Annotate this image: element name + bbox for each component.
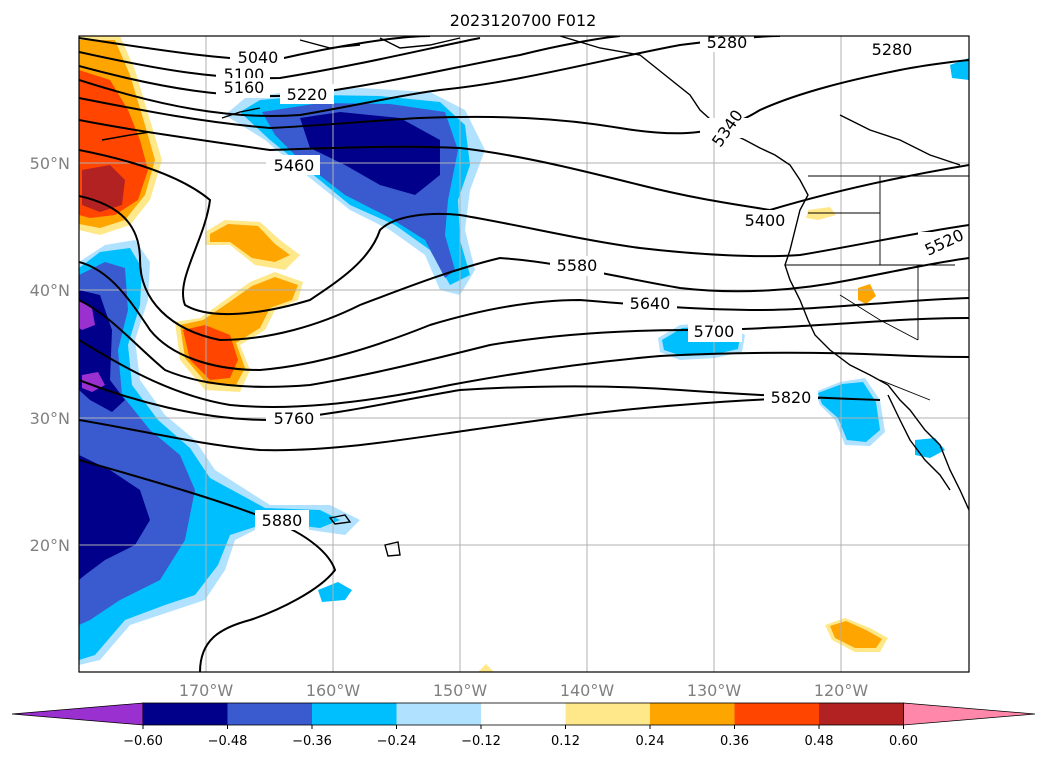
- positive-anomaly-region: [858, 284, 876, 304]
- lon-label: 150°W: [433, 681, 488, 700]
- positive-anomaly-region: [478, 664, 494, 672]
- contour-label: 5280: [872, 40, 913, 59]
- lon-label: 170°W: [179, 681, 234, 700]
- contour-label: 5220: [287, 85, 328, 104]
- colorbar-border: [142, 702, 904, 726]
- contour-label: 5160: [224, 78, 265, 97]
- contour-label: 5400: [745, 211, 786, 230]
- latitude-labels: 50°N 40°N 30°N 20°N: [30, 154, 70, 555]
- contour-label: 5700: [694, 322, 735, 341]
- negative-anomaly-region: [318, 582, 352, 602]
- colorbar-swatch: [734, 703, 820, 725]
- negative-anomaly-region: [818, 382, 880, 442]
- positive-anomaly-region: [210, 224, 290, 262]
- negative-anomaly-region: [950, 58, 969, 80]
- negative-anomaly-region: [300, 112, 440, 195]
- colorbar-swatch: [227, 703, 313, 725]
- colorbar-tick-label: −0.36: [292, 734, 332, 749]
- colorbar-swatch: [396, 703, 482, 725]
- contour-label: 5460: [274, 156, 315, 175]
- colorbar-swatch: [565, 703, 651, 725]
- colorbar-swatch: [650, 703, 735, 725]
- height-contours: [79, 36, 969, 672]
- longitude-labels: 170°W 160°W 150°W 140°W 130°W 120°W: [179, 681, 869, 700]
- lon-label: 120°W: [814, 681, 869, 700]
- colorbar-tick-label: 0.12: [551, 734, 580, 749]
- colorbar-swatch: [819, 703, 904, 725]
- colorbar-tick-label: 0.36: [720, 734, 749, 749]
- positive-anomaly-region: [830, 621, 882, 648]
- colorbar-extension-high: [903, 702, 1036, 726]
- lat-label: 20°N: [30, 536, 70, 555]
- lat-label: 50°N: [30, 154, 70, 173]
- contour-label: 5040: [238, 48, 279, 67]
- shaded-anomaly-field: [79, 36, 969, 672]
- lon-label: 140°W: [560, 681, 615, 700]
- map-frame: [78, 35, 970, 673]
- contour-label: 5580: [557, 256, 598, 275]
- map-title: 2023120700 F012: [450, 11, 597, 30]
- colorbar-tick-label: −0.24: [377, 734, 417, 749]
- colorbar-tick-label: −0.12: [461, 734, 501, 749]
- lat-label: 30°N: [30, 409, 70, 428]
- contour-label: 5820: [771, 388, 812, 407]
- colorbar-tick-label: −0.48: [208, 734, 248, 749]
- colorbar-tick-label: 0.48: [805, 734, 834, 749]
- contour-label: 5640: [630, 294, 671, 313]
- colorbar-tick-label: 0.24: [636, 734, 665, 749]
- colorbar-swatch: [312, 703, 397, 725]
- colorbar-tick-label: −0.60: [123, 734, 163, 749]
- political-borders: [785, 175, 969, 401]
- lon-label: 130°W: [687, 681, 742, 700]
- colorbar-swatch: [481, 703, 566, 725]
- colorbar-extension-low: [11, 702, 144, 726]
- lon-label: 160°W: [306, 681, 361, 700]
- contour-label: 5760: [274, 409, 315, 428]
- lat-label: 40°N: [30, 281, 70, 300]
- negative-anomaly-region: [79, 455, 150, 580]
- contour-label: 5880: [262, 511, 303, 530]
- contour-labels: 5040 5100 5160 5220 5280 5280 5340 5400 …: [216, 32, 972, 530]
- contour-label: 5280: [707, 33, 748, 52]
- colorbar-tick-label: 0.60: [889, 734, 918, 749]
- colorbar-swatch: [143, 703, 228, 725]
- positive-anomaly-region: [806, 207, 836, 220]
- colorbar: −0.60 −0.48 −0.36 −0.24 −0.12 0.12 0.24 0.36 0.4…: [11, 702, 1036, 749]
